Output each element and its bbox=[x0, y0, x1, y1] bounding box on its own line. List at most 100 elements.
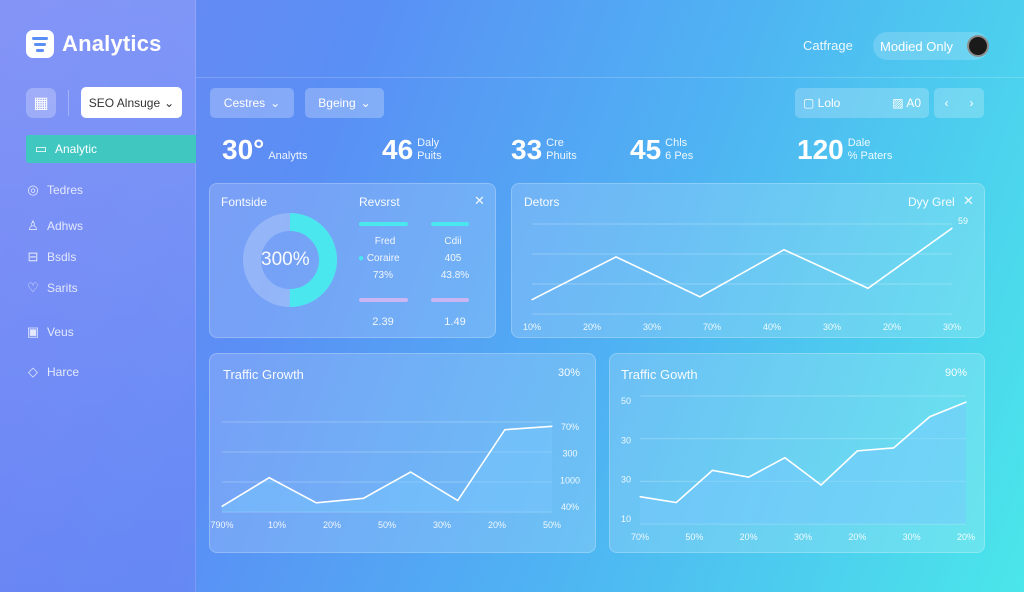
area-chart: 790% 10% 20% 50% 30% 20% 50% 70% 300 1000 40% bbox=[210, 421, 580, 530]
close-icon[interactable]: ✕ bbox=[963, 193, 974, 208]
series-line bbox=[639, 401, 967, 504]
col1-head: Fred bbox=[374, 236, 396, 247]
separator bbox=[68, 90, 69, 116]
x-tick-label: 10% bbox=[523, 322, 541, 332]
sidebar-item-adhws[interactable]: ♙ Adhws bbox=[26, 212, 83, 240]
nav-arrows[interactable]: ‹ › bbox=[934, 88, 984, 118]
sidebar-item-sarits[interactable]: ♡ Sarits bbox=[26, 274, 78, 302]
y-tick-label: 1000 bbox=[560, 475, 580, 485]
series-line bbox=[531, 227, 953, 301]
x-tick-label: 30% bbox=[823, 322, 841, 332]
card-subtitle: Revsrst bbox=[359, 195, 400, 209]
mode-toggle-label: Modied Only bbox=[880, 38, 953, 54]
card-traffic-growth: Traffic Growth 30% 790% 10% 20% 50% 30% 20% 50… bbox=[209, 353, 596, 553]
data-point bbox=[711, 469, 714, 471]
bar-accent bbox=[431, 222, 469, 226]
data-point bbox=[551, 425, 553, 427]
x-tick-label: 70% bbox=[631, 532, 649, 542]
y-tick-label: 300 bbox=[562, 449, 577, 459]
y-tick-label: 50 bbox=[621, 396, 631, 406]
col1-label: ● Coraire bbox=[358, 253, 400, 264]
bar-lilac bbox=[431, 298, 469, 302]
card-title: Fontside bbox=[221, 195, 268, 209]
close-icon[interactable]: ✕ bbox=[474, 193, 485, 208]
x-tick-label: 50% bbox=[378, 520, 396, 530]
x-tick-label: 50% bbox=[543, 520, 561, 530]
stat-value: 45 bbox=[630, 134, 662, 165]
card-badge: 90% bbox=[945, 367, 968, 379]
data-point bbox=[929, 416, 931, 418]
stat-label: Chls 6 Pes bbox=[665, 137, 694, 162]
x-tick-label: 20% bbox=[583, 322, 601, 332]
x-tick-label: 20% bbox=[848, 532, 866, 542]
data-point bbox=[965, 401, 967, 403]
data-point bbox=[409, 471, 412, 473]
filter-label: Bgeing bbox=[318, 96, 356, 110]
y-tick-label: 10 bbox=[621, 514, 631, 524]
funnel-icon bbox=[26, 30, 54, 58]
filter-label: Cestres bbox=[223, 96, 266, 110]
data-point bbox=[221, 505, 223, 507]
data-point bbox=[504, 429, 506, 431]
card-badge: 30% bbox=[558, 367, 581, 379]
stat-value: 120 bbox=[797, 134, 844, 165]
data-point bbox=[784, 457, 786, 459]
data-point bbox=[639, 496, 641, 498]
chevron-right-icon[interactable]: › bbox=[969, 96, 974, 110]
sidebar-item-analytic[interactable]: ▭ Analytic bbox=[26, 135, 196, 163]
search-value: ▢ Lolo bbox=[803, 96, 840, 110]
data-point bbox=[531, 299, 533, 301]
area-fill bbox=[222, 426, 552, 512]
y-tick-label: 70% bbox=[561, 422, 579, 432]
x-tick-label: 30% bbox=[794, 532, 812, 542]
card-right-label: Dyy Grel bbox=[908, 195, 955, 209]
avatar[interactable] bbox=[967, 35, 989, 57]
filter-dropdown-1[interactable]: Cestres ⌄ bbox=[210, 88, 294, 118]
sidebar-item-bsdls[interactable]: ⊟ Bsdls bbox=[26, 243, 77, 271]
data-point bbox=[783, 249, 785, 251]
top-link[interactable]: Catfrage bbox=[803, 38, 853, 53]
sidebar: Analytics ▦ SEO Alnsuge ⌄ ▭ Analytic ◎ T… bbox=[0, 0, 196, 592]
lock-icon: ⊟ bbox=[27, 249, 39, 264]
line-chart: 10% 20% 30% 70% 40% 30% 20% 30% bbox=[523, 223, 961, 332]
filter-dropdown-2[interactable]: Bgeing ⌄ bbox=[305, 88, 384, 118]
stat-phuits: 33 Cre Phuits bbox=[511, 134, 577, 166]
search-input[interactable]: ▢ Lolo ▨ A0 bbox=[795, 88, 929, 118]
area-fill bbox=[640, 402, 966, 524]
chevron-down-icon: ⌄ bbox=[360, 96, 371, 110]
col2-bottom: 1.49 bbox=[444, 316, 466, 328]
stat-label: Analytts bbox=[268, 150, 308, 162]
data-point bbox=[820, 484, 822, 486]
y-tick-label: 30 bbox=[621, 475, 631, 485]
sidebar-item-veus[interactable]: ▣ Veus bbox=[26, 318, 74, 346]
x-tick-label: 20% bbox=[488, 520, 506, 530]
sidebar-item-harce[interactable]: ◇ Harce bbox=[26, 358, 79, 386]
card-title: Traffic Gowth bbox=[621, 367, 698, 382]
grid-icon[interactable]: ▦ bbox=[26, 88, 56, 118]
bar-accent bbox=[359, 222, 408, 226]
data-point bbox=[699, 296, 701, 298]
area-chart: 70% 50% 20% 30% 20% 30% 20% 50 30 30 10 bbox=[621, 395, 975, 542]
x-tick-label: 30% bbox=[943, 322, 961, 332]
y-tick-label: 40% bbox=[561, 502, 579, 512]
link-icon: ♡ bbox=[27, 280, 39, 295]
mode-toggle[interactable]: Modied Only bbox=[873, 32, 989, 60]
card-detors: Detors Dyy Grel ✕ 59 10% 20% 30% 70% 40% 30% 2… bbox=[511, 183, 985, 338]
data-point bbox=[748, 476, 750, 478]
seo-select-value: SEO Alnsuge bbox=[88, 95, 161, 110]
stat-value: 30° bbox=[222, 134, 265, 165]
chevron-left-icon[interactable]: ‹ bbox=[944, 96, 949, 110]
data-point bbox=[892, 447, 895, 449]
sidebar-item-label: Harce bbox=[47, 365, 80, 379]
seo-select[interactable]: SEO Alnsuge ⌄ bbox=[81, 87, 182, 118]
bar-lilac bbox=[359, 298, 408, 302]
card-title: Traffic Growth bbox=[223, 367, 304, 382]
sidebar-item-tedres[interactable]: ◎ Tedres bbox=[26, 176, 83, 204]
app-logo[interactable]: Analytics bbox=[26, 30, 162, 58]
stat-daily-puits: 46 Daly Puits bbox=[382, 134, 442, 166]
target-icon: ◎ bbox=[27, 182, 39, 197]
app-title: Analytics bbox=[62, 31, 162, 56]
donut-arc bbox=[243, 213, 337, 307]
data-point bbox=[675, 501, 677, 504]
search-suffix: ▨ A0 bbox=[892, 96, 921, 110]
